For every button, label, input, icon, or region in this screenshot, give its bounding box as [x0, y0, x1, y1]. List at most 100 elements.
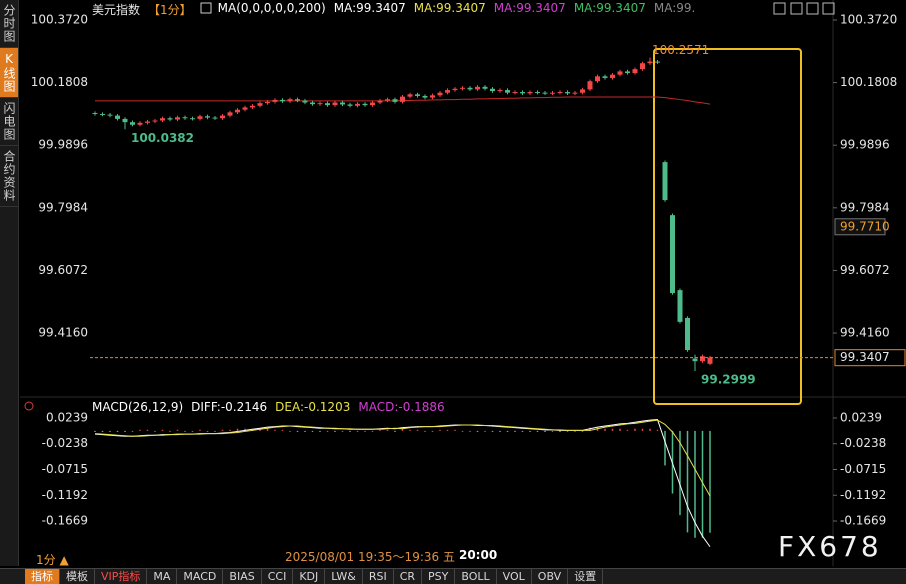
macd-bar [634, 428, 636, 431]
candle-body [497, 90, 503, 92]
candle-body [130, 122, 135, 125]
toolbar-item[interactable]: LW& [325, 569, 363, 584]
macd-bar [589, 427, 591, 431]
macd-bar [566, 430, 569, 432]
watermark: FX678 [778, 530, 882, 563]
toolbar-item[interactable]: BOLL [455, 569, 497, 584]
time-bar: 2025/08/01 19:35～19:36 五 20:00 [285, 548, 497, 565]
y-tick-label: 99.4160 [840, 326, 890, 340]
candle-body [175, 117, 180, 120]
candle-body [662, 162, 668, 201]
toolbar-item[interactable]: 设置 [568, 569, 604, 584]
sidebar-tab[interactable]: 闪电图 [0, 98, 18, 146]
macd-bar [191, 430, 194, 432]
macd-bar [424, 430, 426, 432]
candle-body [377, 100, 383, 103]
y-tick-label: 99.7984 [840, 200, 890, 214]
legend-entry: MA(0,0,0,0,0,200) [217, 1, 326, 15]
legend-entry: DIFF:-0.2146 [191, 400, 268, 414]
y-tick-label: 99.9896 [38, 138, 88, 152]
macd-bar [574, 430, 576, 432]
period-switch[interactable]: 1分 ▲ [36, 553, 69, 567]
macd-bar [536, 430, 539, 432]
y-tick-label: 99.7984 [38, 200, 88, 214]
toolbar-item[interactable]: BIAS [223, 569, 262, 584]
legend-entry: MA:99.3407 [493, 1, 566, 15]
candle-body [100, 113, 105, 115]
candle-body [482, 86, 488, 89]
sidebar-tab[interactable]: 分时图 [0, 0, 18, 48]
macd-bar [596, 427, 599, 431]
macd-bar [409, 429, 411, 431]
sidebar-tab[interactable]: 合约资料 [0, 146, 18, 207]
candle-body [250, 105, 255, 108]
candle-body [400, 96, 405, 102]
candle-body [137, 122, 143, 125]
macd-bar [431, 430, 434, 432]
candle-body [362, 103, 368, 106]
macd-bar [274, 429, 276, 431]
high-annotation: 100.2571 [652, 43, 709, 57]
settings-icon[interactable] [24, 401, 34, 411]
macd-bar [626, 429, 629, 431]
candle-body [325, 103, 330, 106]
macd-bar [244, 428, 246, 431]
sidebar-tab[interactable]: K线图 [0, 48, 18, 98]
period-label[interactable]: 【1分】 [148, 3, 192, 17]
macd-bar [206, 430, 209, 432]
macd-bar [709, 430, 711, 533]
candle-body [407, 94, 413, 97]
toolbar-item[interactable]: 模板 [60, 569, 95, 584]
toolbar-item[interactable]: MA [147, 569, 178, 584]
macd-bar [401, 428, 404, 431]
toolbar-item[interactable]: MACD [177, 569, 224, 584]
toolbar-item[interactable]: VIP指标 [95, 569, 148, 584]
macd-bar [499, 430, 501, 432]
candle-body [122, 118, 128, 123]
y-tick-label: -0.0238 [42, 436, 88, 450]
toolbar-item[interactable]: OBV [532, 569, 569, 584]
legend-entry: DEA:-0.1203 [275, 400, 351, 414]
macd-bar [176, 429, 179, 431]
macd-bar [611, 428, 614, 431]
toolbar-item[interactable]: KDJ [293, 569, 326, 584]
candle-body [670, 215, 675, 294]
toolbar-item[interactable]: CR [394, 569, 423, 584]
cursor-label: 99.7710 [840, 219, 890, 233]
macd-bar [506, 430, 509, 432]
candle-body [572, 92, 578, 94]
macd-bar [326, 430, 329, 432]
candle-body [535, 92, 540, 94]
macd-bar [581, 430, 584, 432]
candle-body [602, 76, 608, 78]
highlight-box [653, 48, 802, 405]
candle-body [242, 107, 248, 110]
toolbar-item[interactable]: VOL [497, 569, 532, 584]
macd-bar [221, 429, 224, 431]
toolbar-item[interactable]: 指标 [25, 569, 60, 584]
toolbar-item[interactable]: RSI [363, 569, 394, 584]
candle-body [310, 102, 315, 105]
toolbar-item[interactable]: PSY [422, 569, 456, 584]
toolbar-item[interactable]: CCI [262, 569, 294, 584]
y-tick-label: -0.1192 [42, 488, 88, 502]
candle-body [677, 290, 683, 322]
macd-bar [656, 429, 659, 431]
macd-bar [371, 430, 374, 432]
macd-bar [214, 430, 216, 432]
macd-bar [259, 428, 261, 431]
macd-bar [101, 430, 104, 432]
candle-body [317, 103, 323, 105]
macd-bar [476, 430, 479, 432]
macd-line [94, 419, 711, 548]
window-buttons[interactable] [773, 2, 835, 15]
macd-bar [701, 430, 704, 538]
candle-body [160, 118, 165, 121]
macd-bar [109, 430, 111, 432]
candle-body [235, 109, 240, 113]
candle-body [332, 102, 338, 106]
candle-body [145, 121, 150, 123]
macd-bar [356, 430, 359, 432]
price-box [834, 349, 906, 367]
candle-body [392, 99, 398, 102]
